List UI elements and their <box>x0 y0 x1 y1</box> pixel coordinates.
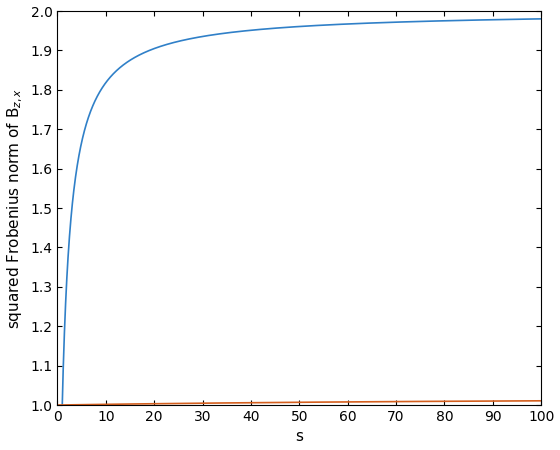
X-axis label: s: s <box>295 429 304 445</box>
Y-axis label: squared Frobenius norm of B$_{z,x}$: squared Frobenius norm of B$_{z,x}$ <box>6 87 25 328</box>
